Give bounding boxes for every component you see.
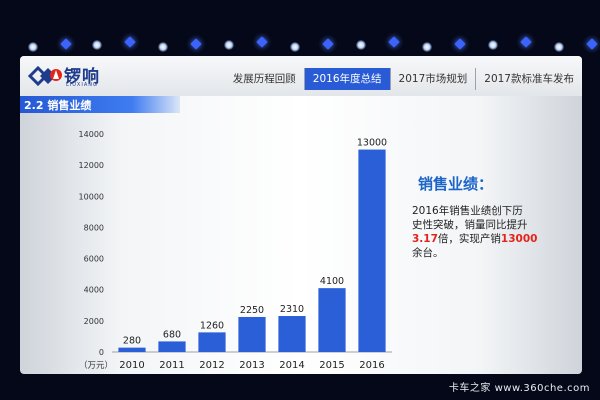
sales-bar-chart: 0 2000 4000 6000 8000 10000 12000 14000 （万元） 280 2… — [79, 130, 392, 371]
bar-value-label: 1260 — [200, 320, 224, 331]
callout-line-2: 史性突破，销量同比提升 — [412, 219, 528, 231]
stage-lights — [0, 0, 600, 60]
brand-mark-icon — [28, 65, 62, 87]
slide-header: 锣响 LIUXIANG 发展历程回顾 2016年度总结 2017市场规划 201… — [20, 56, 582, 96]
stage-diamond-light — [388, 36, 400, 48]
stage-light — [290, 42, 300, 52]
callout-line-4: 余台。 — [412, 247, 444, 259]
section-bar: 2.2 销售业绩 — [20, 96, 180, 113]
stage-light — [158, 42, 168, 52]
total-units: 13000 — [500, 233, 538, 245]
brand-sub: LIUXIANG — [66, 82, 98, 88]
x-tick-label: 2015 — [319, 360, 344, 371]
y-tick-label: 2000 — [84, 317, 104, 326]
y-tick-label: 8000 — [84, 223, 104, 232]
stage-diamond-light — [520, 36, 532, 48]
growth-ratio: 3.17 — [412, 233, 438, 245]
bar-value-label: 4100 — [320, 276, 344, 287]
x-tick-label: 2016 — [359, 360, 384, 371]
brand-name: 锣响 — [64, 67, 100, 87]
brand-logo: 锣响 LIUXIANG — [24, 58, 174, 94]
bar-2011 — [158, 341, 186, 352]
bar-value-label: 680 — [163, 329, 181, 340]
x-tick-label: 2014 — [279, 360, 304, 371]
slide-nav: 发展历程回顾 2016年度总结 2017市场规划 2017款标准车发布 — [225, 68, 582, 90]
bar-value-label: 2310 — [280, 304, 304, 315]
bar-value-label: 13000 — [357, 138, 387, 149]
tab-history-review[interactable]: 发展历程回顾 — [232, 73, 296, 85]
callout-line-1: 2016年销售业绩创下历 — [412, 205, 523, 217]
tab-2017-market-plan[interactable]: 2017市场规划 — [389, 68, 476, 90]
tab-2016-summary[interactable]: 2016年度总结 — [303, 68, 390, 90]
stage-diamond-light — [190, 38, 202, 50]
stage-diamond-light — [586, 38, 598, 50]
callout-body: 2016年销售业绩创下历 史性突破，销量同比提升 3.17倍，实现产销13000… — [412, 204, 572, 260]
stage-diamond-light — [60, 38, 72, 50]
growth-ratio-suffix: 倍，实现产销 — [437, 233, 501, 245]
x-tick-label: 2011 — [159, 360, 184, 371]
y-tick-label: 10000 — [79, 192, 104, 201]
x-tick-label: 2013 — [239, 360, 264, 371]
y-tick-label: 0 — [99, 348, 104, 357]
bar-value-label: 2250 — [240, 305, 264, 316]
y-tick-label: 14000 — [79, 130, 104, 139]
presentation-screen: 锣响 LIUXIANG 发展历程回顾 2016年度总结 2017市场规划 201… — [20, 56, 582, 374]
stage-light — [92, 40, 102, 50]
y-tick-label: 6000 — [84, 255, 104, 264]
stage-diamond-light — [454, 38, 466, 50]
stage-diamond-light — [124, 36, 136, 48]
stage-light — [488, 40, 498, 50]
bar-2013 — [238, 316, 266, 352]
stage-light — [554, 42, 564, 52]
bar-2012 — [198, 332, 226, 352]
tab-2017-standard-truck-launch[interactable]: 2017款标准车发布 — [475, 68, 582, 90]
stage-diamond-light — [322, 38, 334, 50]
y-tick-label: 4000 — [84, 286, 104, 295]
x-tick-label: 2010 — [119, 360, 144, 371]
site-watermark: 卡车之家 www.360che.com — [448, 383, 590, 394]
x-tick-label: 2012 — [199, 360, 224, 371]
stage-light — [422, 42, 432, 52]
callout-title: 销售业绩： — [418, 175, 494, 193]
bar-2015 — [318, 288, 346, 352]
bar-2014 — [278, 316, 306, 352]
callout-line-3: 3.17倍，实现产销13000 — [412, 232, 572, 246]
bar-2010 — [118, 347, 146, 352]
y-unit-label: （万元） — [79, 360, 113, 371]
y-tick-label: 12000 — [79, 161, 104, 170]
section-title: 2.2 销售业绩 — [24, 99, 92, 112]
stage-light — [28, 42, 38, 52]
bar-2016 — [358, 149, 386, 352]
bar-value-label: 280 — [123, 336, 141, 347]
stage-diamond-light — [256, 36, 268, 48]
stage-light — [224, 40, 234, 50]
stage-light — [356, 40, 366, 50]
